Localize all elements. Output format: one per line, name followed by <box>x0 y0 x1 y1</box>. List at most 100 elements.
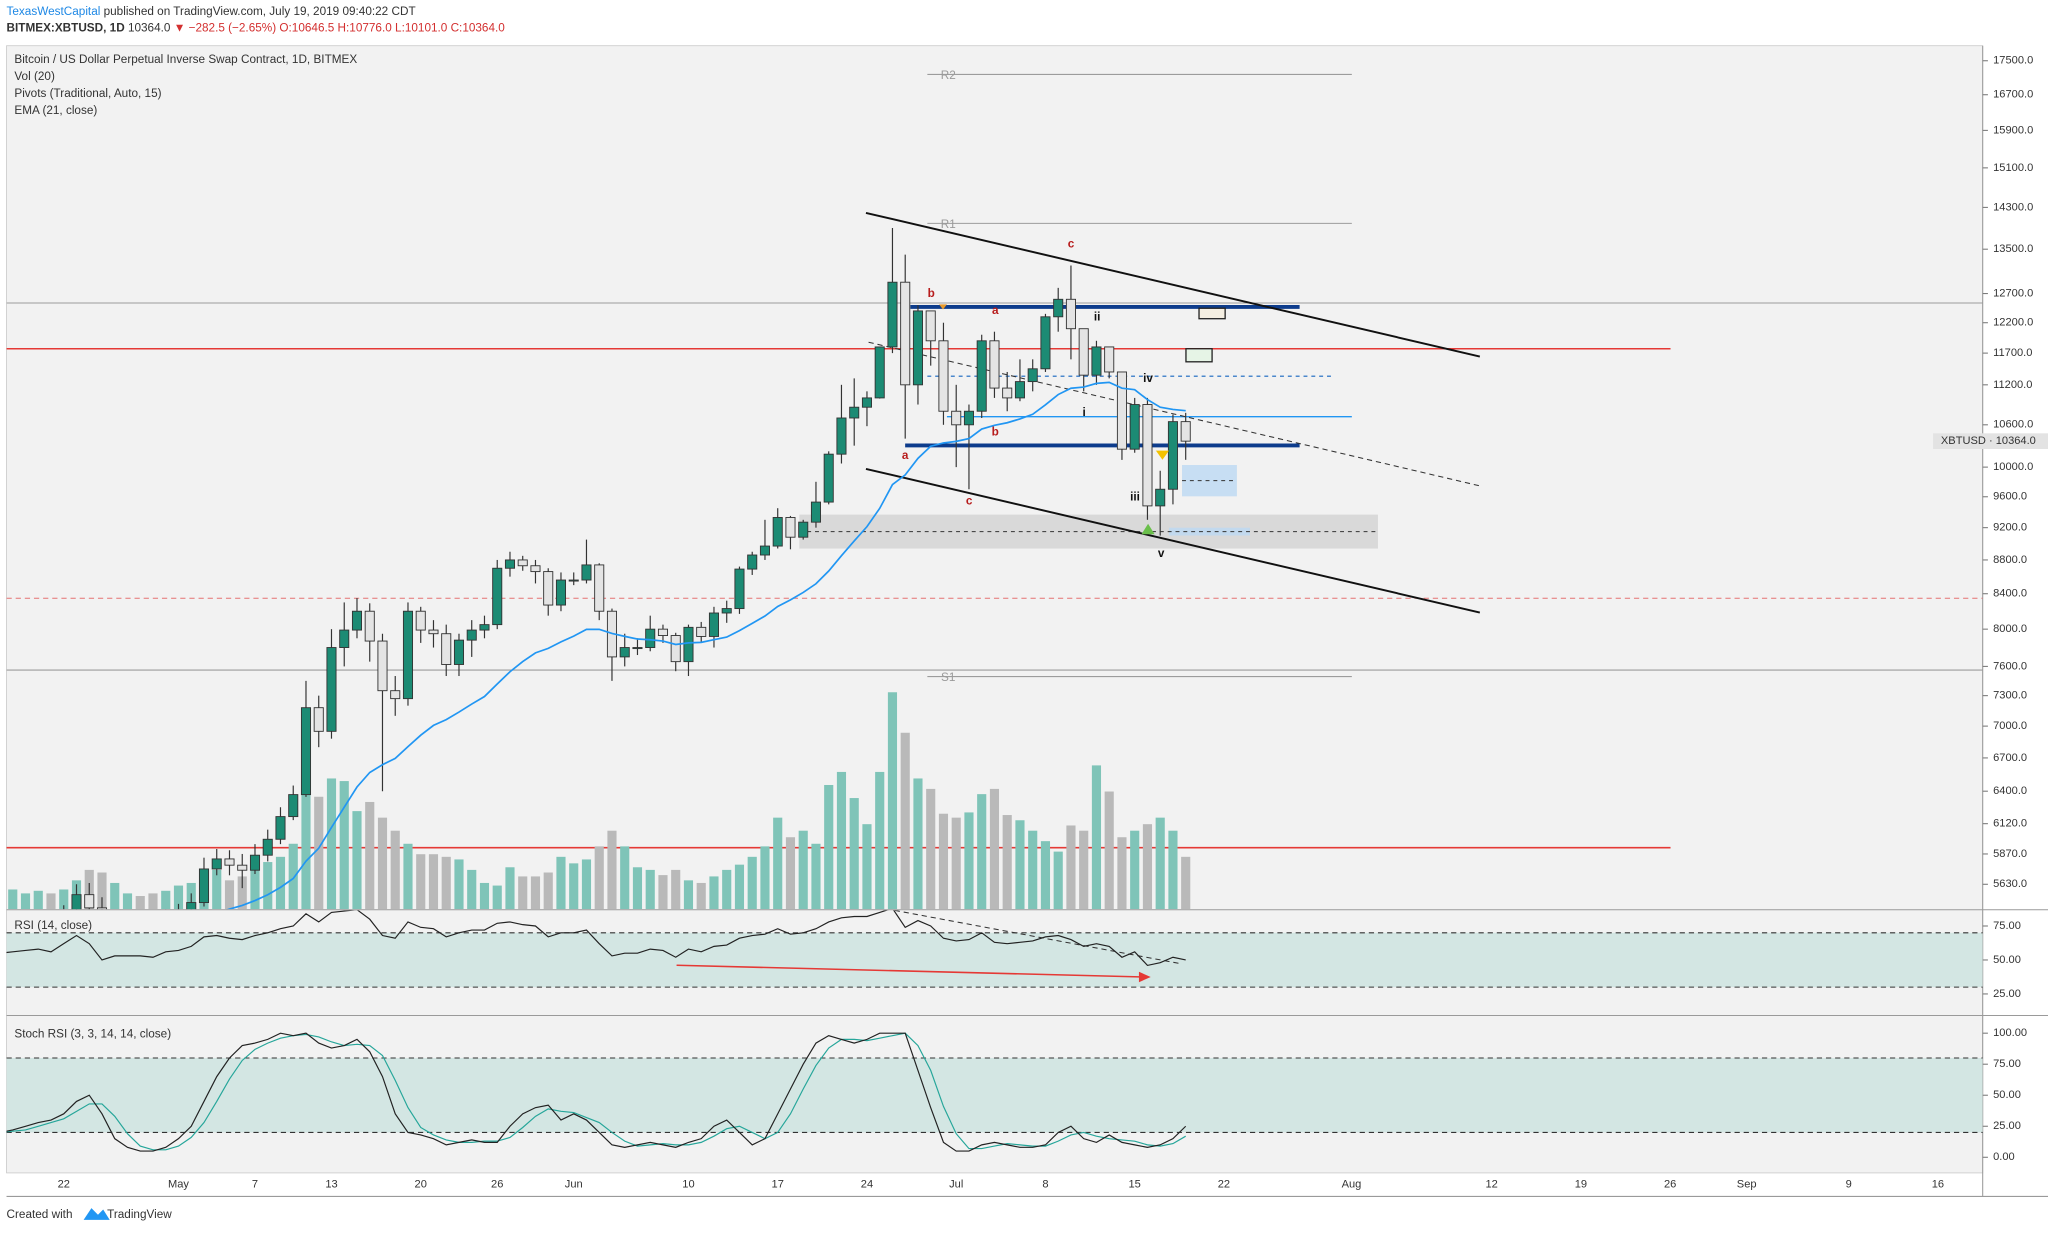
volume-bar <box>1155 817 1165 910</box>
candle-body <box>912 310 923 386</box>
candle-body <box>198 868 210 904</box>
candle-body <box>976 340 987 412</box>
candle-body <box>517 559 528 567</box>
volume-bar <box>951 817 961 910</box>
candle-body <box>224 858 235 866</box>
y-tick-label: 75.00 <box>1993 920 2021 932</box>
candle-body <box>772 517 783 547</box>
y-tick-label: 10000.0 <box>1993 461 2033 473</box>
candle-body <box>1002 387 1013 399</box>
volume-bar <box>824 784 834 910</box>
volume-bar <box>46 893 56 910</box>
candle-body <box>721 608 732 614</box>
wave-label: b <box>992 425 999 438</box>
volume-bar <box>1066 825 1076 910</box>
wave-label: ii <box>1094 311 1101 324</box>
volume-bar <box>403 843 413 910</box>
x-tick-label: 8 <box>1042 1179 1048 1191</box>
wave-label: iii <box>1130 491 1140 504</box>
volume-bar <box>900 732 910 910</box>
volume-bar <box>135 896 145 910</box>
candle-body <box>1167 421 1178 490</box>
volume-bar <box>110 882 120 910</box>
y-tick-label: 8400.0 <box>1993 588 2027 600</box>
x-tick-label: 10 <box>682 1179 694 1191</box>
stoch-pane <box>6 1032 1983 1152</box>
candle-body <box>402 610 414 700</box>
y-tick-label: 11200.0 <box>1993 379 2032 391</box>
volume-bar <box>607 830 617 910</box>
volume-bar <box>441 856 451 910</box>
candle-body <box>492 567 503 626</box>
candle-body <box>619 647 630 658</box>
candle-body <box>71 894 82 910</box>
x-tick-label: 26 <box>491 1179 503 1191</box>
candle-body <box>747 554 758 570</box>
candle-body <box>211 858 222 870</box>
y-tick-label: 6400.0 <box>1993 785 2027 797</box>
volume-bar <box>798 830 808 910</box>
volume-bar <box>811 843 821 910</box>
y-tick-label: 10600.0 <box>1993 419 2033 431</box>
candle-body <box>186 902 197 910</box>
volume-bar <box>658 875 668 910</box>
volume-bar <box>467 869 477 910</box>
candle-body <box>785 517 796 538</box>
y-tick-label: 50.00 <box>1993 954 2021 966</box>
y-tick-label: 11700.0 <box>1993 347 2032 359</box>
y-tick-label: 12700.0 <box>1993 287 2033 299</box>
wave-label: c <box>966 495 973 508</box>
candle-body <box>657 628 668 636</box>
channel-top <box>865 211 1481 358</box>
candle-body <box>823 453 834 503</box>
candle-body <box>1091 346 1102 376</box>
pivot-label: S1 <box>941 671 955 684</box>
x-tick-label: Jun <box>565 1179 583 1191</box>
y-tick-label: 9200.0 <box>1993 522 2027 534</box>
indicator-label: Vol (20) <box>14 70 55 83</box>
price-series <box>63 227 1191 910</box>
volume-bar <box>505 867 515 910</box>
volume-bar <box>97 872 107 910</box>
x-tick-label: Jul <box>949 1179 963 1191</box>
volume-bar <box>938 813 949 910</box>
volume-bar <box>581 859 592 910</box>
x-tick-label: Aug <box>1342 1179 1362 1191</box>
x-tick-label: 13 <box>325 1179 337 1191</box>
rsi-pane <box>6 910 1983 988</box>
candle-body <box>568 579 579 582</box>
volume-bar <box>760 846 770 910</box>
volume-bar <box>632 867 643 910</box>
candle-body <box>734 568 745 610</box>
candle-body <box>1040 316 1051 370</box>
change: ▼ −282.5 (−2.65%) <box>174 22 277 35</box>
volume-bar <box>263 862 273 910</box>
volume-bar <box>671 869 681 910</box>
candle-body <box>1053 298 1064 318</box>
price-tag-bg <box>1933 433 2048 449</box>
volume-bar <box>148 893 158 910</box>
volume-bar <box>1130 830 1140 910</box>
candle-body <box>504 559 516 569</box>
author[interactable]: TexasWestCapital <box>7 5 101 18</box>
y-tick-label: 14300.0 <box>1993 201 2033 213</box>
publish-line: TexasWestCapital published on TradingVie… <box>7 5 416 18</box>
volume-bar <box>1117 837 1127 910</box>
volume-bar <box>836 771 847 910</box>
footer-brand[interactable]: TradingView <box>107 1208 172 1221</box>
volume-bar <box>416 854 426 910</box>
candle-body <box>708 612 719 637</box>
x-tick-label: 22 <box>58 1179 70 1191</box>
candle-body <box>555 579 567 606</box>
volume-bar <box>173 885 184 910</box>
candle-body <box>798 521 809 538</box>
candle-body <box>925 310 936 342</box>
volume-bar <box>989 788 1000 910</box>
volume-bar <box>301 784 311 910</box>
candle-body <box>874 346 885 399</box>
y-tick-label: 17500.0 <box>1993 55 2033 67</box>
candle-body <box>849 406 860 419</box>
candle-body <box>313 707 324 732</box>
